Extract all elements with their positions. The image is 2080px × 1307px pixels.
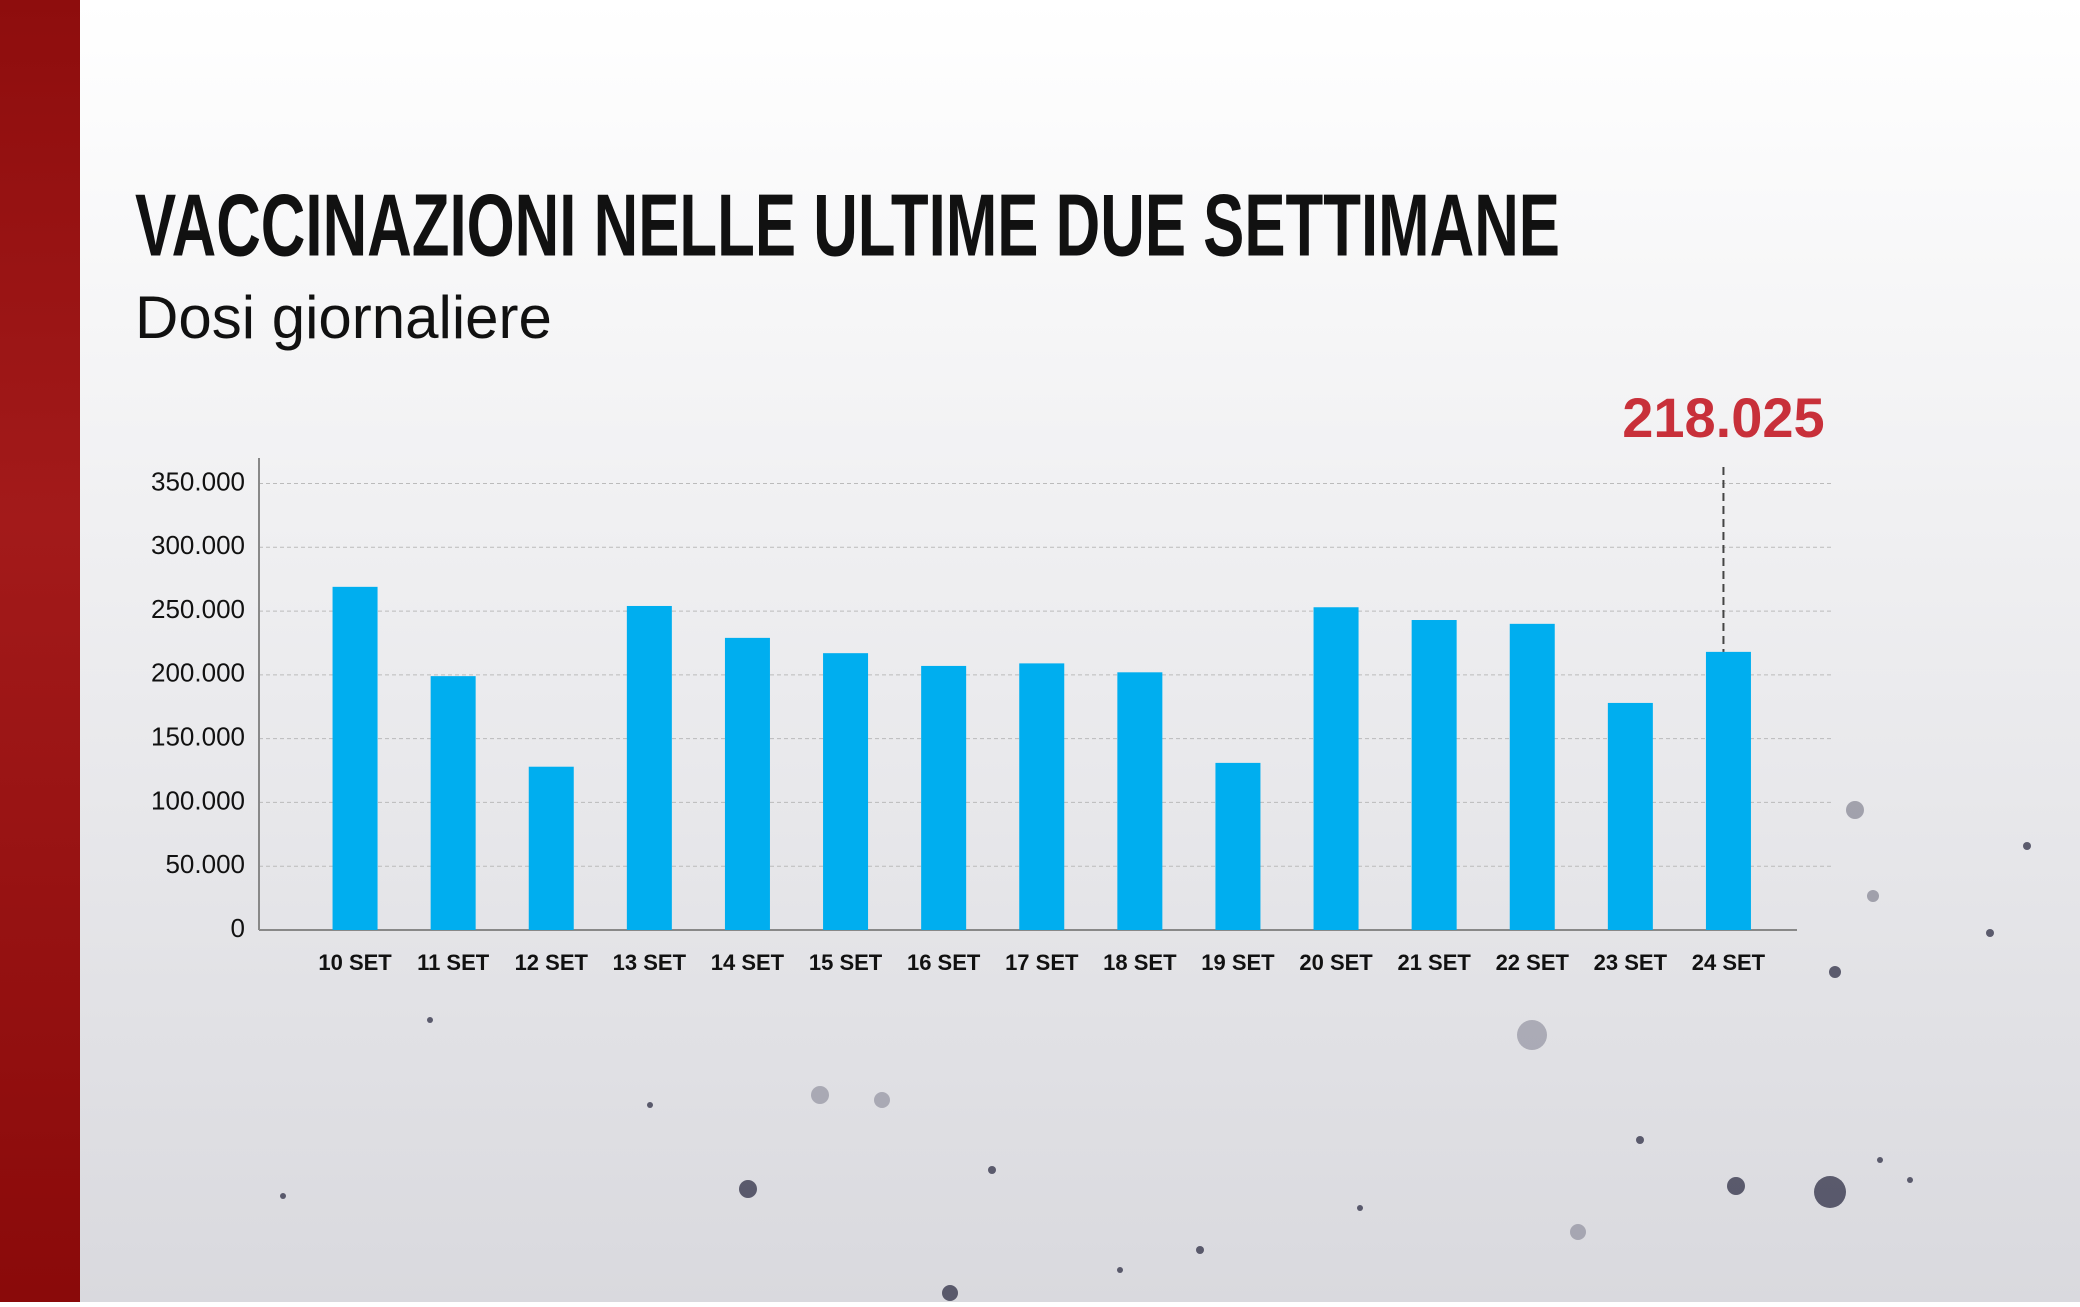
chart-subtitle: Dosi giornaliere <box>135 284 552 351</box>
x-tick-label: 20 SET <box>1299 950 1373 975</box>
bar <box>430 676 476 930</box>
y-tick-label: 50.000 <box>165 849 245 879</box>
x-tick-label: 18 SET <box>1103 950 1177 975</box>
chart-title: VACCINAZIONI NELLE ULTIME DUE SETTIMANE <box>135 175 1560 274</box>
bar <box>1117 672 1163 930</box>
y-tick-label: 0 <box>231 913 245 943</box>
value-label: 218.025 <box>1622 386 1824 449</box>
x-tick-label: 14 SET <box>711 950 785 975</box>
bar <box>921 665 967 930</box>
x-tick-label: 21 SET <box>1397 950 1471 975</box>
x-tick-label: 12 SET <box>515 950 589 975</box>
decor-dots <box>280 801 2031 1301</box>
bar <box>1019 663 1065 930</box>
bar <box>332 586 378 930</box>
y-tick-label: 250.000 <box>151 594 245 624</box>
bar <box>1313 607 1359 930</box>
y-tick-label: 300.000 <box>151 530 245 560</box>
x-tick-label: 22 SET <box>1496 950 1570 975</box>
x-tick-label: 24 SET <box>1692 950 1766 975</box>
bar <box>1215 762 1261 930</box>
bar <box>1607 702 1653 930</box>
side-band <box>0 0 80 1302</box>
x-tick-label: 10 SET <box>318 950 392 975</box>
bar <box>1705 651 1751 930</box>
bar <box>724 637 770 930</box>
x-tick-label: 16 SET <box>907 950 981 975</box>
y-tick-label: 150.000 <box>151 722 245 752</box>
y-tick-label: 200.000 <box>151 658 245 688</box>
plot: 0 50.000 100.000 150.000 200.000 250.000 300.0… <box>151 386 1831 975</box>
bar <box>1509 623 1555 930</box>
bar <box>823 653 869 930</box>
x-tick-label: 11 SET <box>417 950 490 975</box>
x-tick-label: 13 SET <box>613 950 687 975</box>
y-tick-label: 100.000 <box>151 785 245 815</box>
bar <box>528 766 574 930</box>
y-tick-label: 350.000 <box>151 466 245 496</box>
x-tick-label: 15 SET <box>809 950 883 975</box>
bar <box>626 605 672 930</box>
bar <box>1411 620 1457 930</box>
x-tick-label: 17 SET <box>1005 950 1079 975</box>
x-tick-label: 19 SET <box>1201 950 1275 975</box>
x-tick-label: 23 SET <box>1594 950 1668 975</box>
